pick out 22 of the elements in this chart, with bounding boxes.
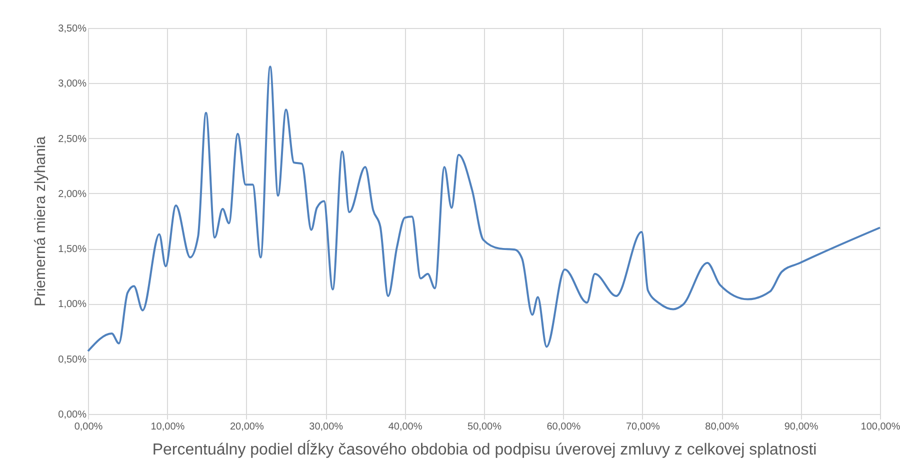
y-tick-label: 0,50% xyxy=(58,354,87,366)
line-series xyxy=(87,66,881,352)
x-tick-label: 30,00% xyxy=(309,422,344,432)
x-tick-label: 0,00% xyxy=(74,422,103,432)
x-tick-label: 90,00% xyxy=(784,422,818,432)
x-tick-label: 10,00% xyxy=(150,422,185,432)
y-tick-label: 2,00% xyxy=(58,188,87,200)
y-tick-label: 2,50% xyxy=(58,134,87,145)
y-tick-label: 3,00% xyxy=(58,78,87,90)
y-tick-label: 0,00% xyxy=(58,410,87,420)
y-tick-label: 1,50% xyxy=(58,244,87,256)
y-axis-title: Priemerná miera zlyhania xyxy=(32,136,50,307)
y-tick-label: 1,00% xyxy=(58,299,87,310)
x-tick-label: 40,00% xyxy=(388,422,422,432)
x-tick-label: 70,00% xyxy=(626,422,660,432)
x-tick-label: 20,00% xyxy=(230,422,264,432)
x-tick-label: 80,00% xyxy=(705,422,740,432)
x-tick-label: 50,00% xyxy=(468,422,502,432)
y-tick-label: 3,50% xyxy=(58,24,87,34)
x-axis-title: Percentuálny podiel dĺžky časového obdobia od podpisu úverovej zmluvy z celkovej splatnosti xyxy=(152,440,817,458)
x-tick-label: 100,00% xyxy=(860,422,900,432)
x-tick-label: 60,00% xyxy=(546,422,581,432)
